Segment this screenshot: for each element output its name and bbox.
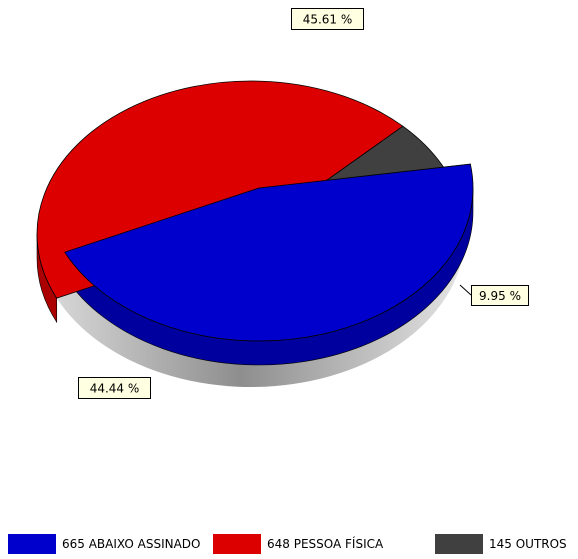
legend: 665 ABAIXO ASSINADO 648 PESSOA FÍSICA 14… [0, 534, 578, 554]
slice-percent-label: 45.61 % [291, 8, 364, 30]
svg-text:9.95 %: 9.95 % [479, 289, 521, 303]
legend-swatch [8, 534, 56, 554]
legend-swatch [213, 534, 261, 554]
slice-percent-label: 44.44 % [78, 377, 151, 399]
legend-item-abaixo-assinado: 665 ABAIXO ASSINADO [8, 534, 200, 554]
svg-text:44.44 %: 44.44 % [90, 382, 140, 396]
legend-swatch [435, 534, 483, 554]
legend-item-pessoa-fisica: 648 PESSOA FÍSICA [213, 534, 383, 554]
legend-label: 145 OUTROS [489, 537, 567, 551]
legend-item-outros: 145 OUTROS [435, 534, 567, 554]
pie-slice [64, 163, 474, 342]
legend-label: 648 PESSOA FÍSICA [267, 537, 384, 551]
pie-chart: 45.61 % 44.44 % 9.95 % [36, 8, 529, 399]
svg-text:45.61 %: 45.61 % [303, 13, 353, 27]
legend-label: 665 ABAIXO ASSINADO [62, 537, 201, 551]
slice-percent-label: 9.95 % [459, 284, 529, 306]
